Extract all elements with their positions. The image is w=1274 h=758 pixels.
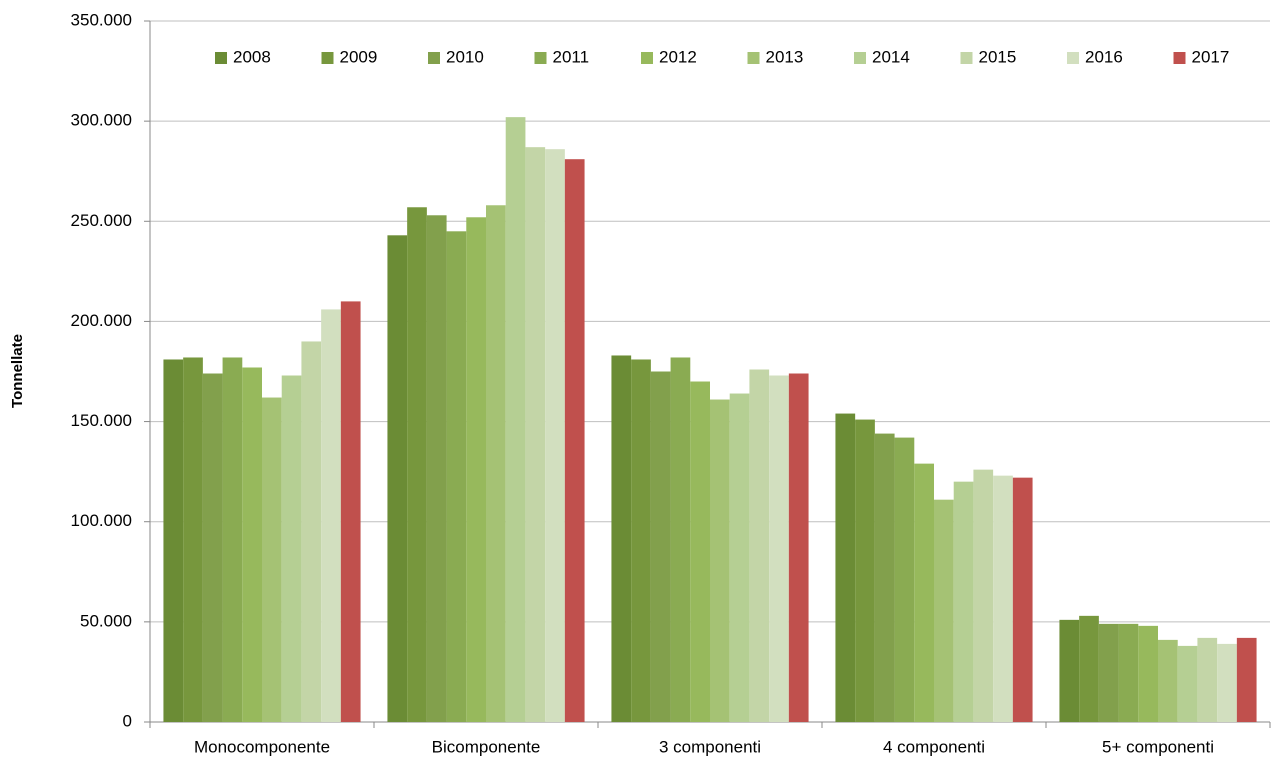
legend-swatch bbox=[747, 52, 760, 64]
x-tick-label: 4 componenti bbox=[883, 737, 985, 756]
y-tick-label: 300.000 bbox=[71, 111, 132, 130]
y-axis-label: Tonnellate bbox=[9, 334, 26, 408]
bar bbox=[874, 433, 895, 722]
bar bbox=[242, 367, 262, 722]
x-tick-label: Bicomponente bbox=[432, 737, 541, 756]
legend-label: 2015 bbox=[979, 47, 1017, 66]
bar bbox=[894, 437, 915, 722]
bar bbox=[953, 481, 974, 722]
bar bbox=[407, 207, 427, 722]
bar bbox=[1236, 637, 1257, 722]
bar bbox=[183, 357, 203, 722]
bar bbox=[545, 149, 565, 722]
x-tick-label: 5+ componenti bbox=[1102, 737, 1214, 756]
bar bbox=[1217, 643, 1237, 722]
y-tick-label: 0 bbox=[123, 711, 132, 730]
bar bbox=[769, 375, 789, 722]
legend-label: 2014 bbox=[872, 47, 910, 66]
legend-label: 2010 bbox=[446, 47, 484, 66]
bar bbox=[1012, 477, 1033, 722]
bar bbox=[1059, 619, 1080, 722]
y-tick-label: 150.000 bbox=[71, 411, 132, 430]
bar bbox=[729, 393, 750, 722]
bar bbox=[690, 381, 710, 722]
legend-swatch bbox=[854, 52, 866, 64]
bar bbox=[525, 147, 546, 722]
bar bbox=[631, 359, 651, 722]
bar bbox=[1138, 625, 1158, 722]
bar bbox=[855, 419, 875, 722]
bar bbox=[426, 215, 447, 722]
bar bbox=[914, 463, 934, 722]
bar bbox=[505, 117, 526, 722]
legend-label: 2009 bbox=[340, 47, 378, 66]
bar bbox=[466, 217, 486, 722]
bar bbox=[934, 499, 954, 722]
bar bbox=[670, 357, 691, 722]
legend-swatch bbox=[1173, 52, 1186, 64]
legend-swatch bbox=[321, 52, 334, 64]
bar bbox=[281, 375, 302, 722]
bar bbox=[1118, 623, 1139, 722]
bar bbox=[564, 159, 585, 722]
x-tick-label: 3 componenti bbox=[659, 737, 761, 756]
y-tick-label: 200.000 bbox=[71, 311, 132, 330]
legend-swatch bbox=[641, 52, 653, 64]
bar bbox=[163, 359, 184, 722]
bar bbox=[387, 235, 408, 722]
y-tick-label: 100.000 bbox=[71, 511, 132, 530]
legend-label: 2011 bbox=[553, 47, 590, 66]
bar bbox=[222, 357, 243, 722]
bar bbox=[1158, 639, 1178, 722]
bar bbox=[202, 373, 223, 722]
legend-label: 2012 bbox=[659, 47, 697, 66]
bar bbox=[788, 373, 809, 722]
legend-swatch bbox=[1067, 52, 1079, 64]
bar bbox=[611, 355, 632, 722]
y-tick-label: 350.000 bbox=[71, 10, 132, 29]
bar bbox=[749, 369, 770, 722]
legend-swatch bbox=[960, 52, 973, 64]
legend-swatch bbox=[428, 52, 440, 64]
bar bbox=[321, 309, 341, 722]
y-tick-label: 50.000 bbox=[80, 611, 132, 630]
legend-swatch bbox=[215, 52, 227, 64]
y-tick-label: 250.000 bbox=[71, 211, 132, 230]
bar bbox=[973, 469, 994, 722]
bar bbox=[446, 231, 467, 723]
legend-label: 2016 bbox=[1085, 47, 1123, 66]
bar bbox=[486, 205, 506, 722]
legend-label: 2013 bbox=[766, 47, 804, 66]
bar bbox=[1197, 637, 1218, 722]
legend-swatch bbox=[534, 52, 547, 64]
bar bbox=[650, 371, 671, 722]
legend-label: 2017 bbox=[1192, 47, 1230, 66]
bar bbox=[301, 341, 322, 722]
bar bbox=[340, 301, 361, 722]
bar bbox=[1098, 623, 1119, 722]
bar bbox=[835, 413, 856, 722]
x-tick-label: Monocomponente bbox=[194, 737, 330, 756]
bar bbox=[1079, 615, 1099, 722]
bar bbox=[710, 399, 730, 722]
bar bbox=[1177, 645, 1198, 722]
legend-label: 2008 bbox=[233, 47, 271, 66]
bar bbox=[262, 397, 282, 722]
bar bbox=[993, 475, 1013, 722]
